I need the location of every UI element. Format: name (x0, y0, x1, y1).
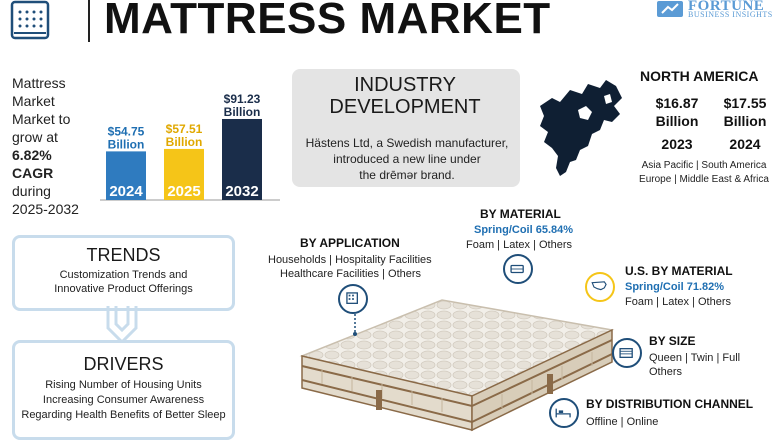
bar-category-label: 2025 (167, 183, 200, 200)
trends-line: Innovative Product Offerings (54, 283, 193, 295)
drivers-text: Rising Number of Housing Units Increasin… (12, 378, 235, 423)
bar-value-label: $54.75 (108, 124, 145, 138)
north-america-year-2023: 2023 (661, 136, 693, 152)
drivers-line: Regarding Health Benefits of Better Slee… (21, 409, 226, 421)
drivers-line: Increasing Consumer Awareness (42, 394, 205, 406)
usa-map-icon (585, 272, 615, 302)
value-unit: Billion (723, 113, 767, 129)
bed-size-icon (612, 338, 642, 368)
bar-value-label: Billion (224, 105, 261, 119)
value-unit: Billion (655, 113, 699, 129)
cagr-value: 6.82% (12, 147, 52, 163)
by-size-title: BY SIZE (649, 334, 696, 348)
header-divider (88, 0, 90, 42)
brand-name: FORTUNE (688, 0, 765, 14)
growth-line: during (12, 183, 51, 199)
mattress-illustration (299, 299, 615, 432)
industry-development-panel (292, 69, 520, 187)
bed-icon (549, 398, 579, 428)
by-application-line: Households | Hospitality Facilities (268, 254, 432, 266)
by-application-title: BY APPLICATION (300, 236, 400, 250)
mattress-icon (503, 254, 533, 284)
industry-title-line: INDUSTRY (354, 74, 456, 96)
fortune-logo-icon (657, 1, 683, 17)
bar-value-label: Billion (166, 135, 203, 149)
north-america-title: NORTH AMERICA (640, 68, 759, 84)
bar-category-label: 2032 (225, 183, 258, 200)
trends-text: Customization Trends and Innovative Prod… (12, 268, 235, 296)
by-material-highlight: Spring/Coil 65.84% (474, 224, 574, 236)
drivers-title: DRIVERS (83, 354, 164, 374)
by-size-line: Queen | Twin | Full (649, 352, 741, 364)
us-by-material-highlight: Spring/Coil 71.82% (625, 281, 725, 293)
industry-development-text: Hästens Ltd, a Swedish manufacturer, int… (296, 135, 518, 183)
by-material-line: Foam | Latex | Others (466, 239, 572, 251)
industry-title-line: DEVELOPMENT (329, 96, 481, 118)
bar-value-label: $91.23 (224, 92, 261, 106)
bar-value-label: $57.51 (166, 122, 203, 136)
building-icon (338, 284, 368, 314)
bar-category-label: 2024 (109, 183, 143, 200)
trends-line: Customization Trends and (59, 269, 188, 281)
north-america-value-2023: $16.87 Billion (646, 94, 708, 130)
industry-development-title: INDUSTRY DEVELOPMENT (310, 74, 500, 118)
bar-2024 (106, 151, 146, 200)
value-amount: $17.55 (723, 95, 767, 111)
cagr-label: CAGR (12, 165, 54, 181)
bar-value-label: Billion (108, 137, 145, 151)
growth-summary: Mattress Market Market to grow at 6.82% … (12, 74, 112, 218)
north-america-map-icon (540, 80, 622, 176)
drivers-panel (12, 340, 235, 440)
by-material-title: BY MATERIAL (480, 207, 561, 221)
by-size-line: Others (649, 366, 683, 378)
trends-title: TRENDS (86, 245, 161, 265)
value-amount: $16.87 (655, 95, 699, 111)
industry-text-line: introduced a new line under (333, 152, 481, 166)
by-distribution-line: Offline | Online (586, 416, 659, 428)
brand-subtitle: BUSINESS INSIGHTS (688, 10, 773, 19)
bar-2032 (222, 118, 262, 200)
us-by-material-title: U.S. BY MATERIAL (625, 264, 733, 278)
by-distribution-title: BY DISTRIBUTION CHANNEL (586, 397, 754, 411)
growth-period: 2025-2032 (12, 201, 79, 217)
trends-panel (12, 235, 235, 311)
mattress-logo-icon (10, 0, 50, 40)
industry-text-line: the drēmər brand. (359, 168, 455, 182)
market-size-bar-chart: 2024$54.75Billion2025$57.51Billion2032$9… (100, 92, 280, 201)
growth-line: Mattress Market (12, 75, 66, 109)
page-title: MATTRESS MARKET (104, 0, 551, 43)
other-regions-line: Asia Pacific | South America (641, 160, 767, 171)
bar-2025 (164, 148, 204, 200)
other-regions-line: Europe | Middle East & Africa (639, 174, 769, 185)
callout-line (353, 314, 357, 336)
growth-line: Market to (12, 111, 71, 127)
by-application-line: Healthcare Facilities | Others (280, 268, 422, 280)
growth-line: grow at (12, 129, 58, 145)
us-by-material-line: Foam | Latex | Others (625, 296, 731, 308)
drivers-line: Rising Number of Housing Units (45, 379, 202, 391)
industry-text-line: Hästens Ltd, a Swedish manufacturer, (305, 136, 509, 150)
north-america-value-2024: $17.55 Billion (714, 94, 776, 130)
north-america-year-2024: 2024 (729, 136, 761, 152)
